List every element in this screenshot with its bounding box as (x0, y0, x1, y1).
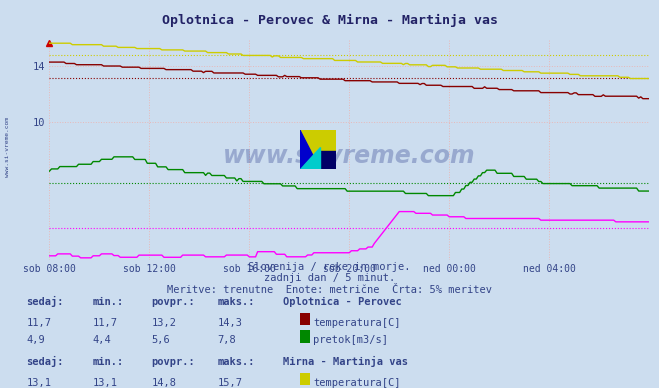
Text: 11,7: 11,7 (92, 318, 117, 328)
Text: 13,2: 13,2 (152, 318, 177, 328)
Text: temperatura[C]: temperatura[C] (313, 318, 401, 328)
Text: www.si-vreme.com: www.si-vreme.com (223, 144, 476, 168)
Text: sedaj:: sedaj: (26, 356, 64, 367)
Text: 11,7: 11,7 (26, 318, 51, 328)
Text: 13,1: 13,1 (26, 378, 51, 388)
Text: 5,6: 5,6 (152, 335, 170, 345)
Text: 4,4: 4,4 (92, 335, 111, 345)
Text: Oplotnica - Perovec: Oplotnica - Perovec (283, 296, 402, 307)
Text: min.:: min.: (92, 296, 123, 307)
Text: sedaj:: sedaj: (26, 296, 64, 307)
Text: Slovenija / reke in morje.: Slovenija / reke in morje. (248, 262, 411, 272)
Text: 7,8: 7,8 (217, 335, 236, 345)
Polygon shape (320, 151, 336, 169)
Text: Mirna - Martinja vas: Mirna - Martinja vas (283, 356, 409, 367)
Text: min.:: min.: (92, 357, 123, 367)
Text: 14,8: 14,8 (152, 378, 177, 388)
Text: 15,7: 15,7 (217, 378, 243, 388)
Text: www.si-vreme.com: www.si-vreme.com (5, 118, 11, 177)
Text: pretok[m3/s]: pretok[m3/s] (313, 335, 388, 345)
Text: zadnji dan / 5 minut.: zadnji dan / 5 minut. (264, 273, 395, 283)
Text: 4,9: 4,9 (26, 335, 45, 345)
Text: maks.:: maks.: (217, 357, 255, 367)
Text: maks.:: maks.: (217, 296, 255, 307)
Polygon shape (300, 147, 320, 169)
Text: povpr.:: povpr.: (152, 296, 195, 307)
Text: Meritve: trenutne  Enote: metrične  Črta: 5% meritev: Meritve: trenutne Enote: metrične Črta: … (167, 285, 492, 295)
Text: povpr.:: povpr.: (152, 357, 195, 367)
Text: temperatura[C]: temperatura[C] (313, 378, 401, 388)
Polygon shape (300, 130, 320, 169)
Text: 13,1: 13,1 (92, 378, 117, 388)
Text: 14,3: 14,3 (217, 318, 243, 328)
Text: Oplotnica - Perovec & Mirna - Martinja vas: Oplotnica - Perovec & Mirna - Martinja v… (161, 14, 498, 27)
